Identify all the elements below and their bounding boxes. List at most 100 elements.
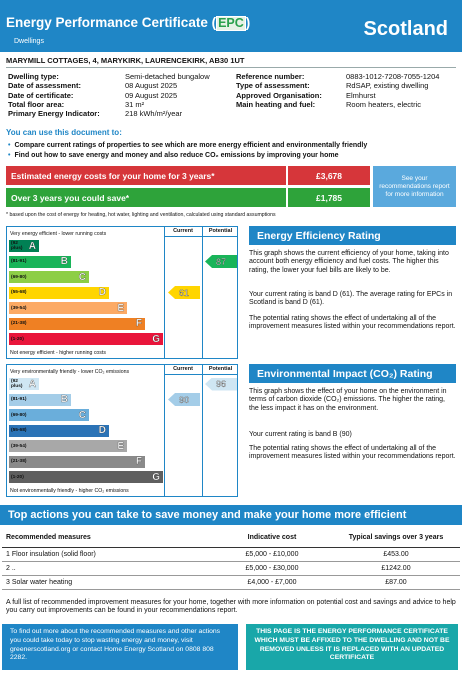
- band-range: (55-68): [11, 428, 27, 433]
- estimated-costs-label: Estimated energy costs for your home for…: [6, 166, 286, 185]
- ei-paragraph-3: The potential rating shows the effect of…: [249, 445, 456, 461]
- costs-footnote: * based upon the cost of energy for heat…: [6, 212, 276, 218]
- band-letter: B: [60, 256, 69, 267]
- savings-label: Over 3 years you could save*: [6, 188, 286, 207]
- detail-row: Total floor area: 31 m²: [8, 99, 145, 109]
- band-letter: B: [60, 394, 69, 405]
- certificate-title: Energy Performance Certificate (EPC): [6, 15, 251, 31]
- band-letter: G: [152, 471, 160, 483]
- ee-paragraph-2: Your current rating is band D (61). The …: [249, 291, 453, 307]
- rating-band-g: (1-20) G: [9, 471, 163, 483]
- detail-row: Date of assessment: 08 August 2025: [8, 81, 178, 91]
- band-letter: F: [135, 456, 142, 467]
- saving-cell: £453.00: [332, 547, 460, 562]
- rating-band-a: (92 plus) A: [9, 378, 39, 390]
- measures-column-header: Recommended measures: [2, 529, 212, 548]
- cost-cell: £5,000 - £10,000: [212, 547, 332, 562]
- current-column-header: Current: [173, 228, 193, 234]
- rating-band-f: (21-38) F: [9, 455, 145, 468]
- rating-band-a: (92 plus) A: [9, 240, 39, 252]
- chart-divider: [164, 236, 238, 237]
- band-range: (1-20): [11, 336, 24, 342]
- chart-top-label: Very energy efficient - lower running co…: [10, 231, 107, 237]
- ee-paragraph-3: The potential rating shows the effect of…: [249, 315, 456, 331]
- band-range: (81-91): [11, 397, 27, 402]
- saving-cell: £1242.00: [332, 561, 460, 576]
- energy-efficiency-heading: Energy Efficiency Rating: [249, 226, 456, 245]
- environmental-impact-heading: Environmental Impact (CO₂) Rating: [249, 364, 456, 383]
- use-bullet-2: Find out how to save energy and money an…: [8, 152, 338, 159]
- detail-row: Dwelling type: Semi-detached bungalow: [8, 72, 210, 81]
- band-range: (92 plus): [11, 241, 23, 251]
- chart-divider: [164, 374, 238, 375]
- chart-divider: [164, 227, 165, 358]
- cost-cell: £4,000 - £7,000: [212, 575, 332, 590]
- rating-band-d: (55-68) D: [9, 286, 109, 299]
- energy-efficiency-chart: Current Potential Very energy efficient …: [6, 226, 238, 359]
- detail-row: Reference number: 0883-1012-7208-7055-120…: [236, 72, 440, 81]
- current-column-header: Current: [173, 366, 193, 372]
- measure-cell: 1 Floor insulation (solid floor): [2, 547, 212, 562]
- measure-cell: 3 Solar water heating: [2, 575, 212, 590]
- detail-row: Type of assessment: RdSAP, existing dwell…: [236, 81, 429, 91]
- environmental-impact-chart: Current Potential Very environmentally f…: [6, 364, 238, 497]
- details-left: Dwelling type: Semi-detached bungalow Dat…: [8, 72, 210, 118]
- see-recommendations-box: See your recommendations report for more…: [373, 166, 456, 207]
- ei-paragraph-1: This graph shows the effect of your home…: [249, 388, 447, 412]
- rating-band-b: (81-91) B: [9, 255, 71, 268]
- rating-band-f: (21-38) F: [9, 317, 145, 330]
- divider: [6, 67, 456, 68]
- band-letter: F: [135, 318, 142, 329]
- band-range: (55-68): [11, 290, 27, 295]
- savings-value: £1,785: [288, 188, 370, 207]
- cost-column-header: Indicative cost: [212, 529, 332, 548]
- chart-divider: [164, 365, 165, 496]
- rating-band-c: (69-80) C: [9, 409, 89, 421]
- detail-row: Main heating and fuel: Room heaters, elec…: [236, 99, 422, 109]
- current-rating-arrow: 90: [168, 393, 200, 406]
- rating-band-g: (1-20) G: [9, 333, 163, 345]
- band-letter: E: [117, 440, 124, 452]
- band-letter: C: [78, 271, 87, 283]
- table-row: 1 Floor insulation (solid floor) £5,000 …: [2, 547, 460, 562]
- band-range: (1-20): [11, 474, 24, 480]
- band-letter: C: [78, 409, 87, 421]
- detail-row: Date of certificate: 09 August 2025: [8, 90, 178, 100]
- chart-bottom-label: Not environmentally friendly - higher CO…: [10, 488, 129, 494]
- band-range: (92 plus): [11, 379, 23, 389]
- footer-notice-box: THIS PAGE IS THE ENERGY PERFORMANCE CERT…: [246, 624, 458, 670]
- band-letter: A: [28, 240, 37, 252]
- estimated-costs-value: £3,678: [288, 166, 370, 185]
- potential-column-header: Potential: [208, 228, 233, 234]
- table-row: 3 Solar water heating £4,000 - £7,000 £8…: [2, 575, 460, 590]
- band-letter: A: [28, 378, 37, 390]
- band-range: (39-54): [11, 305, 27, 311]
- band-range: (69-80): [11, 412, 27, 418]
- band-letter: G: [152, 333, 160, 345]
- rating-band-b: (81-91) B: [9, 393, 71, 406]
- ee-paragraph-1: This graph shows the current efficiency …: [249, 250, 449, 274]
- measure-cell: 2 ..: [2, 561, 212, 576]
- rating-band-e: (39-54) E: [9, 302, 127, 314]
- band-range: (69-80): [11, 274, 27, 280]
- potential-rating-arrow: 87: [205, 255, 237, 268]
- chart-divider: [202, 227, 203, 358]
- epc-logo: EPC: [216, 16, 246, 31]
- detail-row: Approved Organisation: Elmhurst: [236, 90, 376, 100]
- actions-note: A full list of recommended improvement m…: [6, 599, 456, 615]
- details-right: Reference number: 0883-1012-7208-7055-120…: [236, 72, 439, 109]
- rating-band-c: (69-80) C: [9, 271, 89, 283]
- detail-row: Primary Energy Indicator: 218 kWh/m²/year: [8, 109, 183, 119]
- band-range: (21-38): [11, 321, 27, 326]
- top-actions-heading: Top actions you can take to save money a…: [0, 505, 462, 525]
- certificate-subtitle: Dwellings: [14, 38, 44, 45]
- band-range: (39-54): [11, 443, 27, 449]
- cost-cell: £5,000 - £30,000: [212, 561, 332, 576]
- chart-top-label: Very environmentally friendly - lower CO…: [10, 369, 130, 375]
- band-letter: D: [98, 425, 107, 436]
- potential-rating-arrow: 96: [205, 377, 237, 391]
- header-banner: Energy Performance Certificate (EPC) Dwe…: [0, 0, 462, 52]
- property-address: MARYMILL COTTAGES, 4, MARYKIRK, LAURENCE…: [6, 56, 245, 65]
- savings-column-header: Typical savings over 3 years: [332, 529, 460, 548]
- use-bullet-1: Compare current ratings of properties to…: [8, 142, 367, 149]
